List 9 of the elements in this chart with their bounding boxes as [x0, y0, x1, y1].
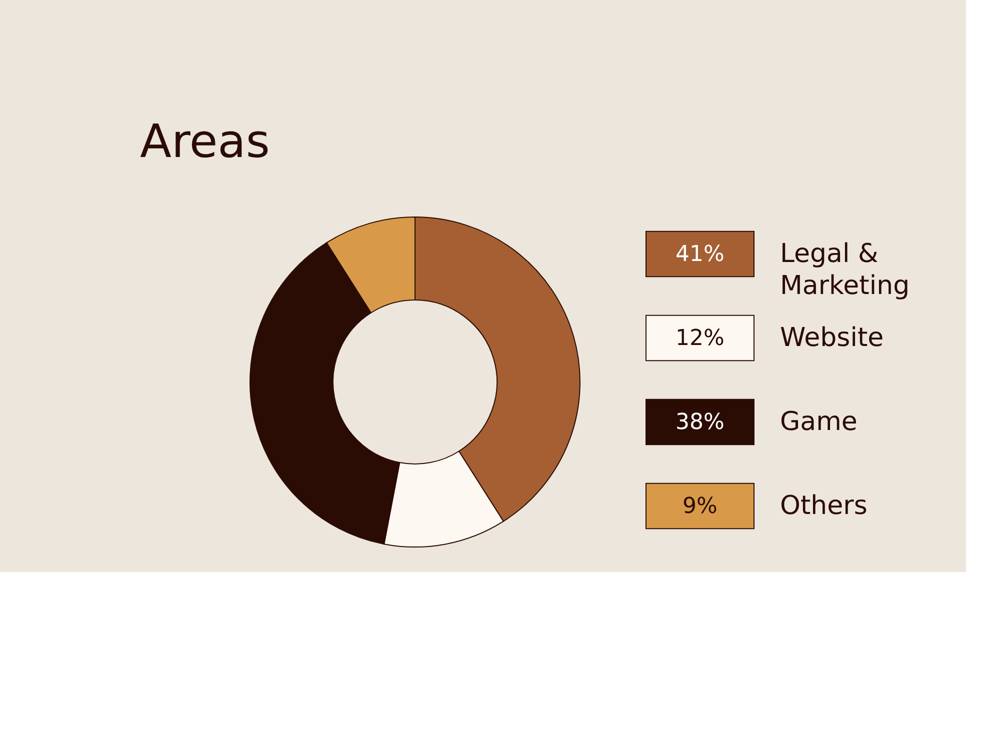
data-label: 12%	[676, 326, 724, 351]
data-label: 38%	[676, 410, 724, 435]
chart-title: Areas	[140, 114, 270, 168]
legend-label: Website	[780, 323, 884, 353]
data-label: 9%	[682, 494, 718, 519]
data-label: 41%	[676, 242, 724, 267]
legend-label: Others	[780, 491, 868, 521]
legend-label: Legal & Marketing	[780, 239, 910, 301]
legend-label: Game	[780, 407, 858, 437]
